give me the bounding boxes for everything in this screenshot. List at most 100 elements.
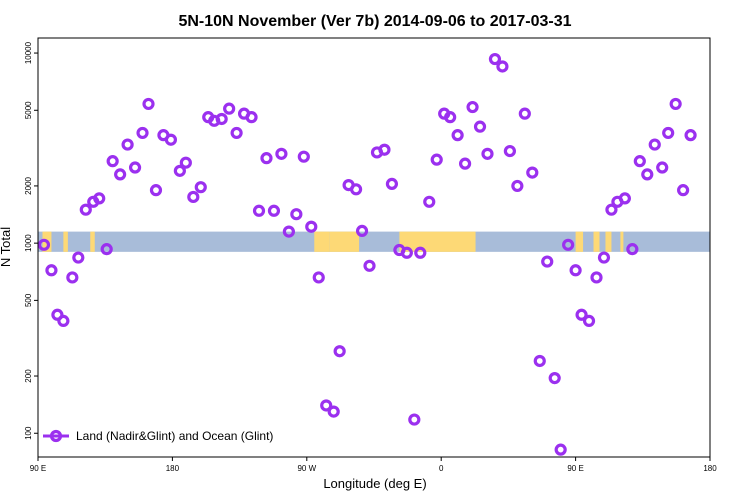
data-point [72, 251, 85, 264]
x-tick-label: 90 E [30, 464, 46, 473]
data-point [128, 161, 142, 174]
data-point [633, 155, 646, 168]
data-point [458, 157, 472, 170]
y-tick-label: 500 [24, 293, 33, 307]
data-point [626, 243, 639, 256]
data-point [305, 220, 318, 233]
data-point [57, 314, 70, 327]
land-band [593, 231, 600, 252]
land-band [399, 231, 476, 252]
data-point [223, 102, 236, 115]
data-point [51, 308, 64, 321]
x-tick-label: 90 W [297, 464, 316, 473]
data-point [648, 138, 661, 151]
land-band [605, 231, 612, 252]
data-point [481, 147, 494, 160]
data-point [575, 308, 588, 321]
data-point [327, 405, 340, 418]
data-point [282, 225, 295, 238]
data-point [164, 133, 178, 146]
data-point [430, 153, 443, 166]
data-point [548, 372, 561, 385]
data-point [662, 126, 675, 140]
y-tick-label: 100 [24, 426, 33, 440]
data-point [121, 138, 134, 151]
data-point [473, 120, 487, 133]
data-point [503, 144, 516, 158]
data-point [114, 168, 127, 181]
plot-frame [37, 37, 711, 458]
data-point [466, 100, 479, 114]
data-point [444, 111, 457, 124]
data-point [245, 111, 258, 124]
data-point [260, 152, 273, 165]
data-point [423, 195, 436, 208]
x-tick-label: 180 [166, 464, 180, 473]
data-point [149, 184, 163, 197]
data-point [677, 184, 690, 197]
data-point [106, 155, 119, 168]
land-band [575, 231, 584, 252]
data-point [66, 271, 79, 284]
data-point [215, 112, 228, 126]
data-point [533, 354, 546, 368]
y-tick-label: 200 [24, 369, 33, 383]
data-point [518, 107, 531, 120]
land-band [329, 231, 360, 252]
data-point [656, 161, 669, 174]
data-point [554, 443, 567, 456]
data-point [541, 255, 554, 268]
data-point [179, 156, 192, 169]
x-tick-label: 0 [439, 464, 444, 473]
data-point [275, 147, 288, 160]
data-point [526, 166, 539, 179]
data-points [37, 52, 697, 456]
data-point [684, 129, 697, 142]
data-point [312, 271, 325, 284]
data-point [582, 314, 596, 327]
legend-marker [49, 429, 63, 443]
land-band [620, 231, 624, 252]
data-point [618, 192, 631, 205]
data-point [230, 126, 243, 140]
x-tick-label: 90 E [567, 464, 583, 473]
data-point [349, 183, 363, 196]
data-point [93, 192, 106, 205]
legend: Land (Nadir&Glint) and Ocean (Glint) [43, 429, 273, 443]
data-point [641, 168, 654, 181]
legend-label: Land (Nadir&Glint) and Ocean (Glint) [76, 429, 273, 443]
y-tick-label: 5000 [24, 101, 33, 119]
data-point [267, 204, 281, 217]
data-point [45, 264, 58, 277]
data-point [173, 164, 186, 177]
data-point [187, 190, 200, 204]
data-point [378, 143, 391, 156]
x-tick-label: 180 [703, 464, 717, 473]
x-axis-ticks: 90 E 180 90 W 0 90 E 180 [30, 457, 717, 473]
data-point [562, 238, 575, 251]
data-point [451, 129, 464, 142]
data-point [669, 97, 682, 111]
data-point [320, 399, 333, 412]
data-point [590, 271, 603, 284]
data-point [597, 251, 611, 264]
data-point [194, 181, 207, 194]
data-point [142, 97, 155, 111]
data-point [100, 243, 113, 256]
data-point [385, 177, 399, 190]
data-point [333, 345, 346, 358]
data-point [488, 52, 502, 66]
data-point [605, 203, 618, 216]
data-point [400, 246, 413, 259]
chart-title: 5N-10N November (Ver 7b) 2014-09-06 to 2… [178, 13, 571, 30]
data-point [290, 208, 303, 221]
data-point [414, 246, 427, 259]
data-point [79, 203, 92, 216]
land-ocean-band [38, 231, 710, 252]
data-point [252, 204, 266, 217]
land-band [63, 231, 68, 252]
data-point [297, 150, 310, 163]
data-point [408, 413, 421, 426]
y-tick-label: 1000 [24, 234, 33, 252]
